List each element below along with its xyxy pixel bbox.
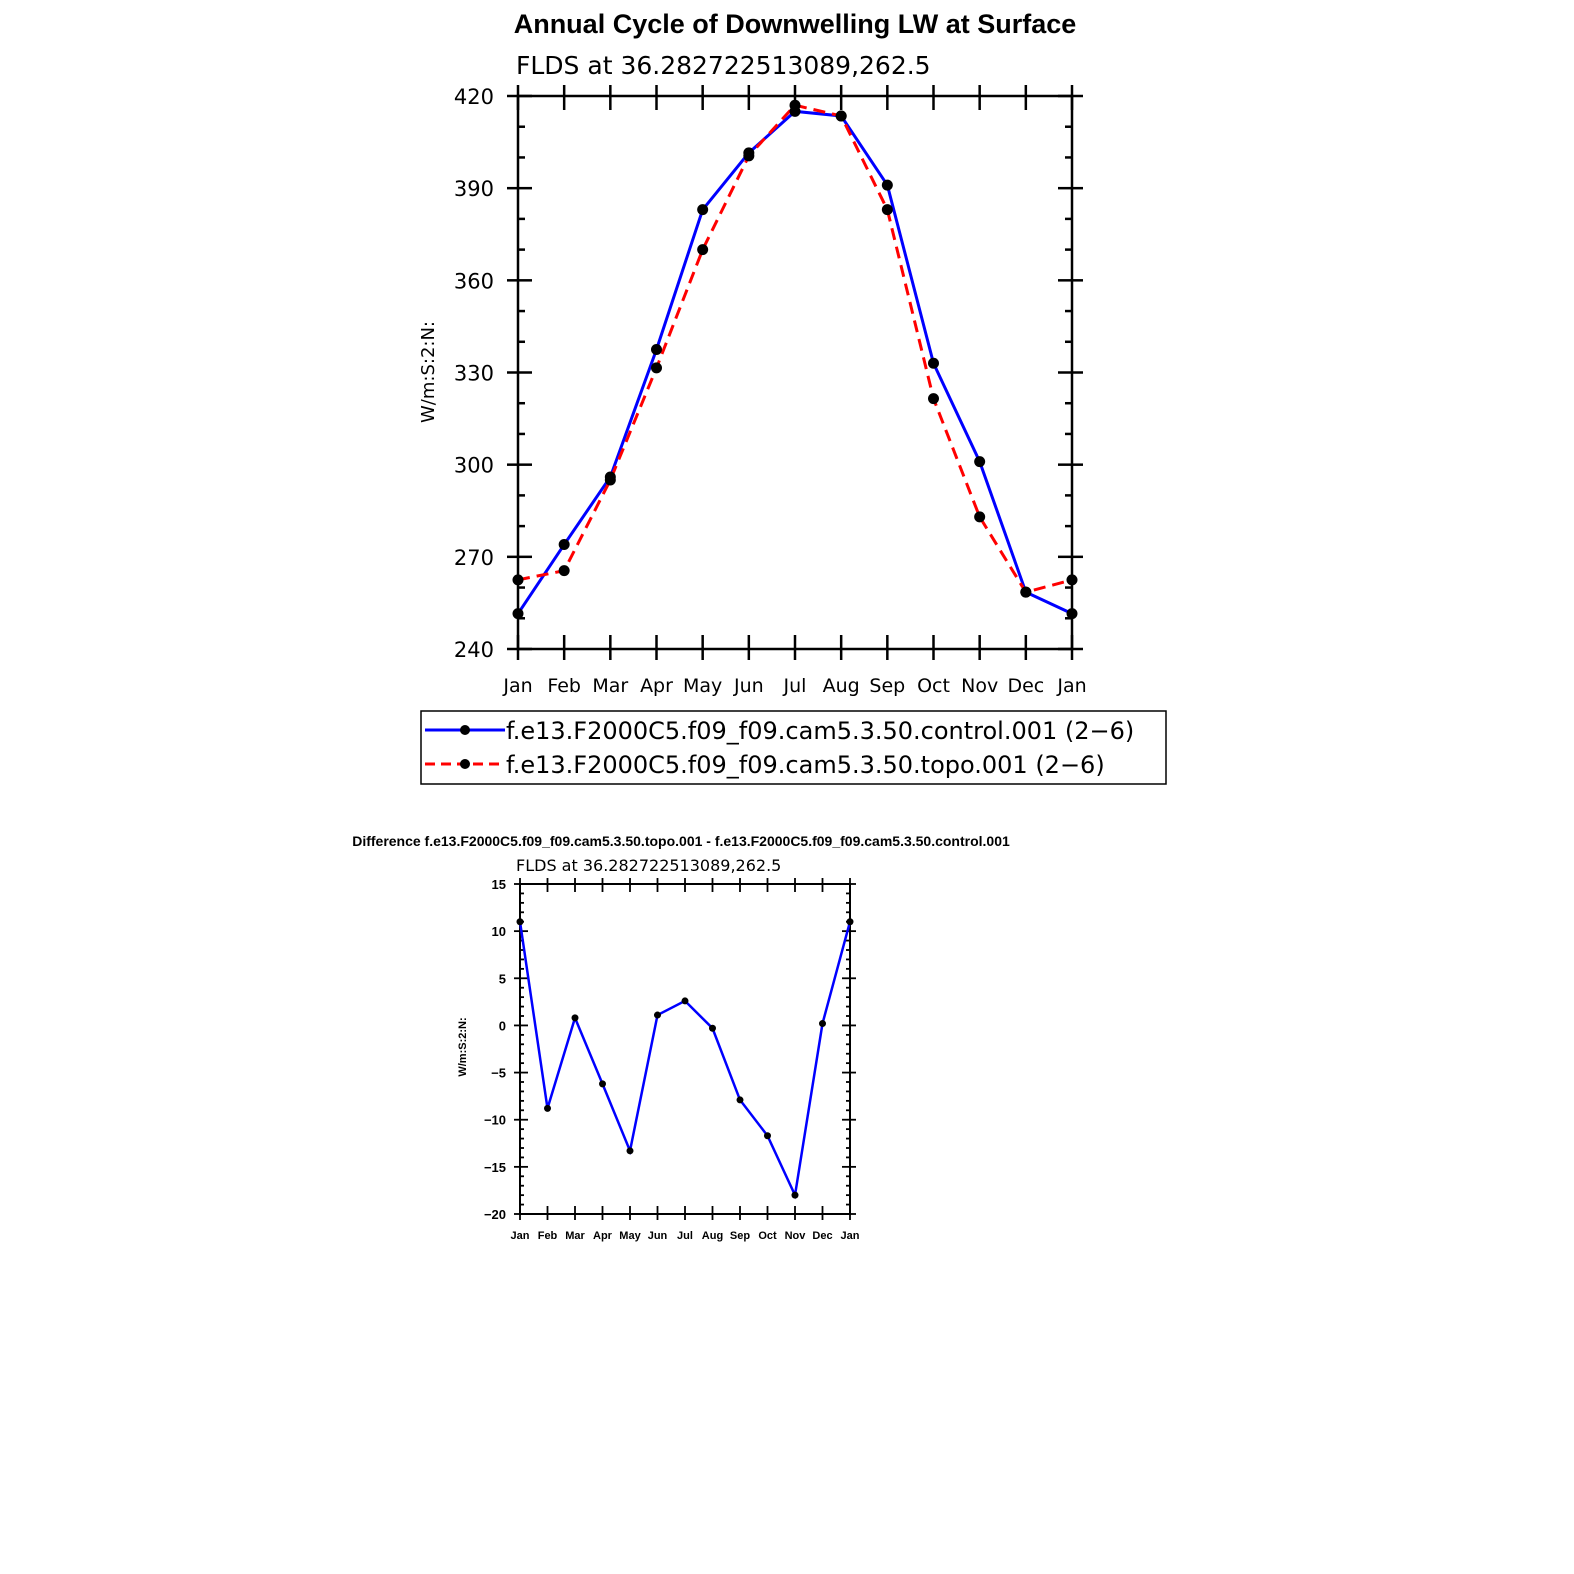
difference-chart-subtitle: FLDS at 36.282722513089,262.5 xyxy=(516,856,781,875)
series-0-point xyxy=(558,539,570,551)
y-tick-label: 0 xyxy=(499,1018,506,1033)
y-tick-label: 15 xyxy=(492,877,506,892)
main-chart-series xyxy=(512,99,1078,620)
y-tick-label: 330 xyxy=(454,362,494,386)
series-0-point xyxy=(881,179,893,191)
x-month-label: Jan xyxy=(841,1230,860,1242)
series-0-point xyxy=(764,1132,771,1140)
series-1-point xyxy=(697,244,709,256)
x-month-label: Aug xyxy=(823,675,860,697)
x-month-label: Sep xyxy=(730,1230,750,1242)
x-month-label: May xyxy=(619,1230,641,1242)
y-tick-label: −15 xyxy=(484,1160,506,1175)
plot-frame xyxy=(516,94,1074,651)
main-chart-title: Annual Cycle of Downwelling LW at Surfac… xyxy=(514,9,1077,39)
difference-chart-title: Difference f.e13.F2000C5.f09_f09.cam5.3.… xyxy=(352,833,1010,849)
series-line-0 xyxy=(516,109,1073,616)
series-0-point xyxy=(791,1191,799,1199)
x-month-label: Oct xyxy=(917,675,950,697)
legend-control-marker xyxy=(460,725,470,735)
x-month-label: Sep xyxy=(869,675,905,697)
x-month-label: Dec xyxy=(1007,675,1044,697)
series-0-point xyxy=(626,1147,634,1155)
series-1-point xyxy=(974,511,986,523)
x-month-label: Jun xyxy=(648,1230,668,1242)
series-1-point xyxy=(881,204,893,216)
series-0-point xyxy=(516,918,524,926)
legend-control-label: f.e13.F2000C5.f09_f09.cam5.3.50.control.… xyxy=(506,717,1134,745)
x-month-label: May xyxy=(683,675,722,697)
x-month-label: Apr xyxy=(640,675,673,697)
x-month-label: Apr xyxy=(593,1230,613,1242)
main-chart-subtitle: FLDS at 36.282722513089,262.5 xyxy=(516,51,931,80)
series-0-point xyxy=(512,608,524,620)
series-1-point xyxy=(604,474,616,486)
y-tick-label: −10 xyxy=(484,1113,506,1128)
legend-box xyxy=(420,710,1167,785)
y-tick-label: 300 xyxy=(454,454,494,478)
y-tick-label: 10 xyxy=(492,924,506,939)
y-tick-label: 390 xyxy=(454,177,494,201)
difference-chart-series xyxy=(516,918,854,1200)
series-0-point xyxy=(819,1020,826,1028)
y-tick-label: 360 xyxy=(454,269,494,293)
y-tick-label: 5 xyxy=(499,971,506,986)
series-0-point xyxy=(651,343,662,355)
series-0-point xyxy=(681,997,689,1005)
series-1-point xyxy=(1066,574,1078,586)
series-1-point xyxy=(928,393,939,405)
y-tick-label: 270 xyxy=(454,546,494,570)
series-0-point xyxy=(974,456,986,468)
main-chart-axes: 240 270 300 330 360 390 420 Jan Feb Mar Apr May Jun J… xyxy=(454,85,1087,697)
x-month-label: Feb xyxy=(538,1230,558,1242)
legend-topo-marker xyxy=(460,759,470,769)
x-month-label: Jan xyxy=(1056,675,1086,697)
x-month-label: Mar xyxy=(565,1230,585,1242)
x-month-label: Jun xyxy=(733,675,764,697)
series-0-point xyxy=(544,1104,551,1112)
series-0-point xyxy=(571,1014,579,1022)
x-month-label: Aug xyxy=(702,1230,723,1242)
series-0-point xyxy=(928,357,939,369)
series-0-point xyxy=(1066,608,1078,620)
series-0-point xyxy=(599,1080,606,1088)
series-0-point xyxy=(709,1024,716,1032)
y-tick-label: −5 xyxy=(491,1066,506,1081)
series-1-point xyxy=(743,150,755,162)
x-month-label: Nov xyxy=(785,1230,807,1242)
series-1-point xyxy=(651,362,662,374)
x-month-label: Feb xyxy=(547,675,581,697)
legend-topo-label: f.e13.F2000C5.f09_f09.cam5.3.50.topo.001… xyxy=(506,751,1105,779)
main-chart-legend: f.e13.F2000C5.f09_f09.cam5.3.50.control.… xyxy=(420,710,1167,785)
x-month-label: Mar xyxy=(592,675,628,697)
series-line-0 xyxy=(518,921,852,1200)
series-1-point xyxy=(789,99,801,111)
x-month-label: Dec xyxy=(812,1230,832,1242)
difference-chart-y-axis-label: W/m:S:2:N: xyxy=(457,1017,469,1076)
y-tick-label: 420 xyxy=(454,85,494,109)
difference-chart-axes: −20 −15 −10 −5 0 5 10 15 Jan Feb Mar Apr May Jun Jul Au… xyxy=(484,877,860,1242)
x-month-label: Jul xyxy=(677,1230,693,1242)
x-month-label: Oct xyxy=(758,1230,777,1242)
series-1-point xyxy=(558,565,570,577)
y-tick-label: 240 xyxy=(454,638,494,662)
series-1-point xyxy=(1020,586,1032,598)
series-0-point xyxy=(654,1011,661,1019)
series-line-1 xyxy=(517,103,1073,594)
series-1-point xyxy=(512,574,524,586)
x-month-label: Nov xyxy=(961,675,998,697)
main-chart-y-axis-label: W/m:S:2:N: xyxy=(418,321,439,423)
x-month-label: Jul xyxy=(783,675,807,697)
series-0-point xyxy=(736,1096,744,1104)
y-tick-label: −20 xyxy=(484,1207,506,1222)
x-month-label: Jan xyxy=(502,675,532,697)
x-month-label: Jan xyxy=(511,1230,530,1242)
series-1-point xyxy=(835,110,847,122)
series-0-point xyxy=(846,918,854,926)
series-0-point xyxy=(697,204,709,216)
